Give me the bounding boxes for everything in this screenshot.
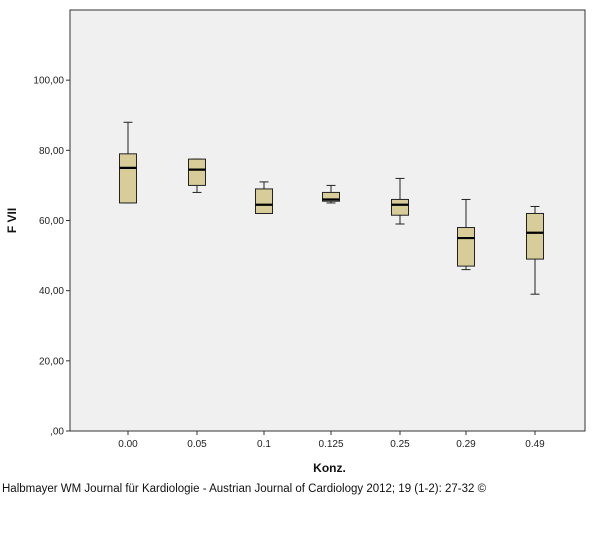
- x-tick-label: 0.29: [456, 439, 476, 450]
- iqr-box: [322, 191, 340, 202]
- x-tick-label: 0.00: [118, 439, 138, 450]
- y-tick-label: 80,00: [39, 146, 64, 157]
- iqr-box: [119, 153, 137, 204]
- y-tick-label: ,00: [50, 427, 64, 438]
- box-0.25: [391, 177, 409, 225]
- x-tick-label: 0.49: [525, 439, 545, 450]
- y-tick-label: 60,00: [39, 216, 64, 227]
- box-0.1: [255, 181, 273, 214]
- iqr-box: [526, 212, 544, 260]
- x-tick-label: 0.125: [318, 439, 343, 450]
- box-0.00: [119, 121, 137, 204]
- y-tick-label: 100,00: [33, 76, 64, 87]
- plot-area: [69, 9, 586, 432]
- box-0.125: [322, 184, 340, 204]
- iqr-box: [255, 188, 273, 214]
- x-tick-label: 0.05: [187, 439, 207, 450]
- iqr-box: [188, 158, 206, 186]
- x-tick-label: 0.1: [257, 439, 271, 450]
- x-axis-title: Konz.: [313, 461, 346, 475]
- box-0.29: [457, 198, 475, 271]
- y-axis-title: F VII: [5, 208, 19, 233]
- box-0.49: [526, 205, 544, 295]
- box-0.05: [188, 158, 206, 193]
- y-tick-label: 40,00: [39, 286, 64, 297]
- y-axis: ,00 20,00 40,00 60,00 80,00 100,00: [33, 76, 70, 438]
- iqr-box: [391, 198, 409, 216]
- iqr-box: [457, 227, 475, 267]
- x-axis: 0.00 0.05 0.1 0.125 0.25 0.29 0.49: [118, 431, 545, 450]
- y-tick-label: 20,00: [39, 356, 64, 367]
- source-credit: Halbmayer WM Journal für Kardiologie - A…: [2, 483, 487, 495]
- x-tick-label: 0.25: [390, 439, 410, 450]
- boxes-group: [119, 121, 544, 295]
